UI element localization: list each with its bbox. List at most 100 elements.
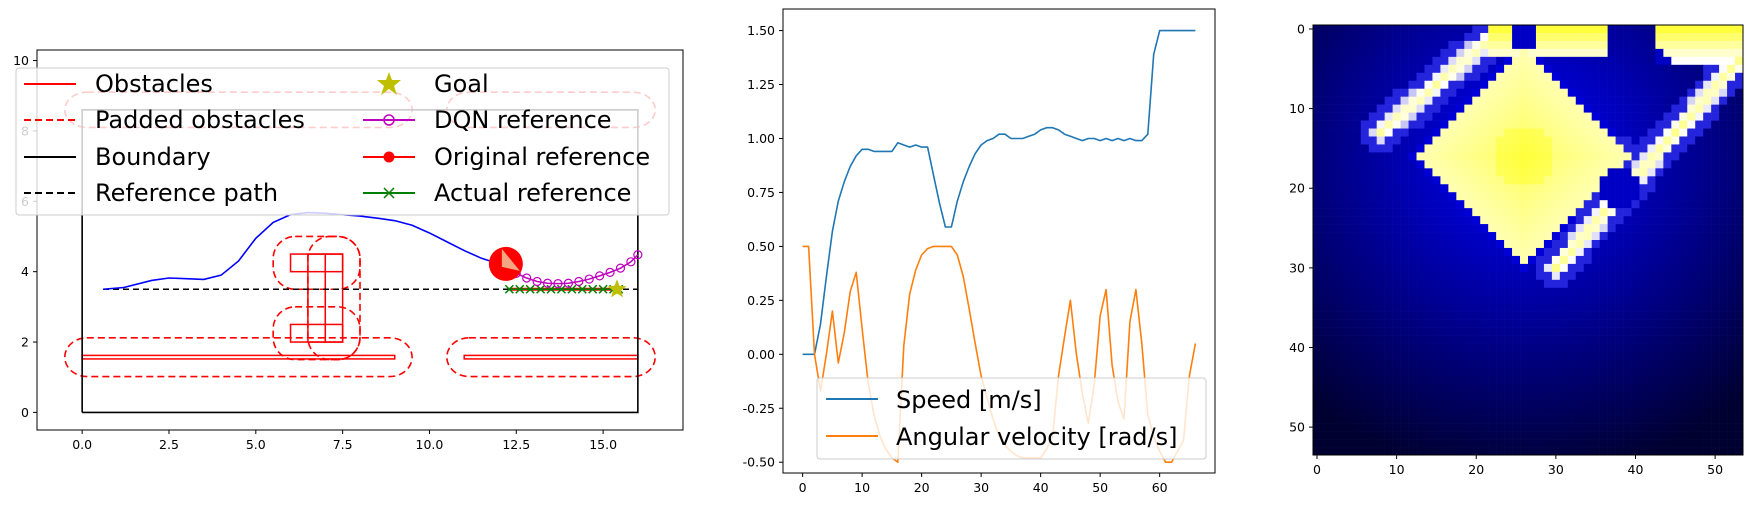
heatmap-cell	[1703, 160, 1712, 169]
heatmap-cell	[1639, 160, 1648, 169]
heatmap-cell	[1623, 56, 1632, 66]
heatmap-cell	[1679, 96, 1688, 105]
heatmap-cell	[1464, 208, 1473, 217]
heatmap-cell	[1480, 160, 1489, 169]
heatmap-cell	[1456, 48, 1465, 58]
speed-y-tick-label: 1.00	[747, 131, 775, 146]
heatmap-cell	[1663, 64, 1672, 74]
heatmap-cell	[1313, 160, 1322, 169]
heatmap-cell	[1336, 216, 1346, 225]
heatmap-cell	[1599, 319, 1608, 328]
map-plot-content	[63, 91, 657, 414]
heatmap-cell	[1472, 96, 1481, 105]
heatmap-cell	[1440, 295, 1449, 304]
heatmap-cell	[1583, 327, 1592, 336]
heatmap-cell	[1735, 88, 1744, 97]
heatmap-cell	[1512, 104, 1521, 113]
heatmap-cell	[1535, 447, 1545, 456]
heatmap-cell	[1456, 303, 1465, 312]
heatmap-cell	[1695, 263, 1704, 273]
heatmap-cell	[1615, 311, 1624, 320]
heatmap-cell	[1607, 447, 1616, 456]
map-x-tick-label: 10.0	[416, 437, 444, 452]
heatmap-cell	[1472, 80, 1481, 89]
heatmap-cell	[1512, 168, 1521, 177]
heatmap-cell	[1504, 32, 1513, 42]
heatmap-cell	[1360, 136, 1370, 145]
heatmap-cell	[1392, 152, 1401, 161]
heatmap-cell	[1543, 247, 1553, 257]
heatmap-cell	[1583, 64, 1592, 74]
heatmap-cell	[1591, 343, 1600, 352]
heatmap-cell	[1344, 240, 1354, 249]
heatmap-cell	[1352, 32, 1362, 42]
heatmap-cell	[1313, 335, 1322, 344]
heatmap-cell	[1432, 287, 1441, 297]
heatmap-cell	[1416, 104, 1425, 113]
heatmap-cell	[1591, 311, 1600, 320]
heatmap-cell	[1432, 104, 1441, 113]
heatmap-cell	[1535, 319, 1545, 328]
heatmap-cell	[1328, 48, 1338, 58]
heatmap-cell	[1320, 271, 1330, 281]
heatmap-cell	[1655, 25, 1664, 34]
heatmap-cell	[1360, 88, 1370, 97]
heatmap-cell	[1488, 391, 1497, 400]
heatmap-cell	[1360, 407, 1370, 416]
heatmap-cell	[1679, 144, 1688, 153]
heatmap-cell	[1575, 88, 1585, 97]
heatmap-cell	[1671, 319, 1680, 328]
heatmap-cell	[1639, 80, 1648, 89]
heatmap-cell	[1655, 184, 1664, 193]
heatmap-cell	[1687, 431, 1696, 440]
heatmap-cell	[1575, 240, 1585, 249]
heatmap-cell	[1352, 343, 1362, 352]
heatmap-cell	[1719, 240, 1728, 249]
heatmap-cell	[1400, 200, 1409, 209]
heatmap-cell	[1623, 255, 1632, 265]
heatmap-cell	[1639, 216, 1648, 225]
heatmap-cell	[1472, 423, 1481, 432]
heatmap-cell	[1575, 263, 1585, 273]
heatmap-cell	[1360, 64, 1370, 74]
heatmap-cell	[1360, 104, 1370, 113]
heatmap-cell	[1528, 431, 1537, 440]
heatmap-cell	[1480, 319, 1489, 328]
heatmap-cell	[1623, 25, 1632, 34]
heatmap-cell	[1639, 423, 1648, 432]
heatmap-cell	[1408, 152, 1417, 161]
heatmap-cell	[1400, 447, 1409, 456]
heatmap-cell	[1520, 40, 1529, 50]
heatmap-cell	[1735, 104, 1744, 113]
heatmap-cell	[1727, 271, 1736, 281]
heatmap-cell	[1376, 295, 1385, 304]
heatmap-cell	[1424, 311, 1433, 320]
heatmap-cell	[1655, 415, 1664, 424]
heatmap-cell	[1520, 303, 1529, 312]
heatmap-cell	[1496, 224, 1505, 233]
heatmap-cell	[1727, 168, 1736, 177]
heatmap-cell	[1663, 335, 1672, 344]
heatmap-cell	[1472, 168, 1481, 177]
heatmap-cell	[1456, 112, 1465, 121]
heatmap-cell	[1408, 319, 1417, 328]
heatmap-cell	[1384, 279, 1393, 289]
map-x-tick-label: 2.5	[159, 437, 179, 452]
heatmap-cell	[1535, 40, 1545, 50]
heatmap-frame	[1312, 24, 1744, 456]
heatmap-cell	[1639, 439, 1648, 448]
heatmap-cell	[1631, 232, 1640, 241]
heatmap-cell	[1535, 48, 1545, 58]
heatmap-cell	[1599, 32, 1608, 42]
heatmap-cell	[1376, 160, 1385, 169]
heatmap-cell	[1336, 407, 1346, 416]
heatmap-cell	[1528, 263, 1537, 273]
heatmap-cell	[1504, 136, 1513, 145]
heatmap-cell	[1535, 168, 1545, 177]
heatmap-cell	[1607, 128, 1616, 137]
heatmap-cell	[1663, 295, 1672, 304]
heatmap-cell	[1655, 255, 1664, 265]
heatmap-cell	[1607, 383, 1616, 392]
heatmap-cell	[1504, 287, 1513, 297]
heatmap-cell	[1735, 144, 1744, 153]
